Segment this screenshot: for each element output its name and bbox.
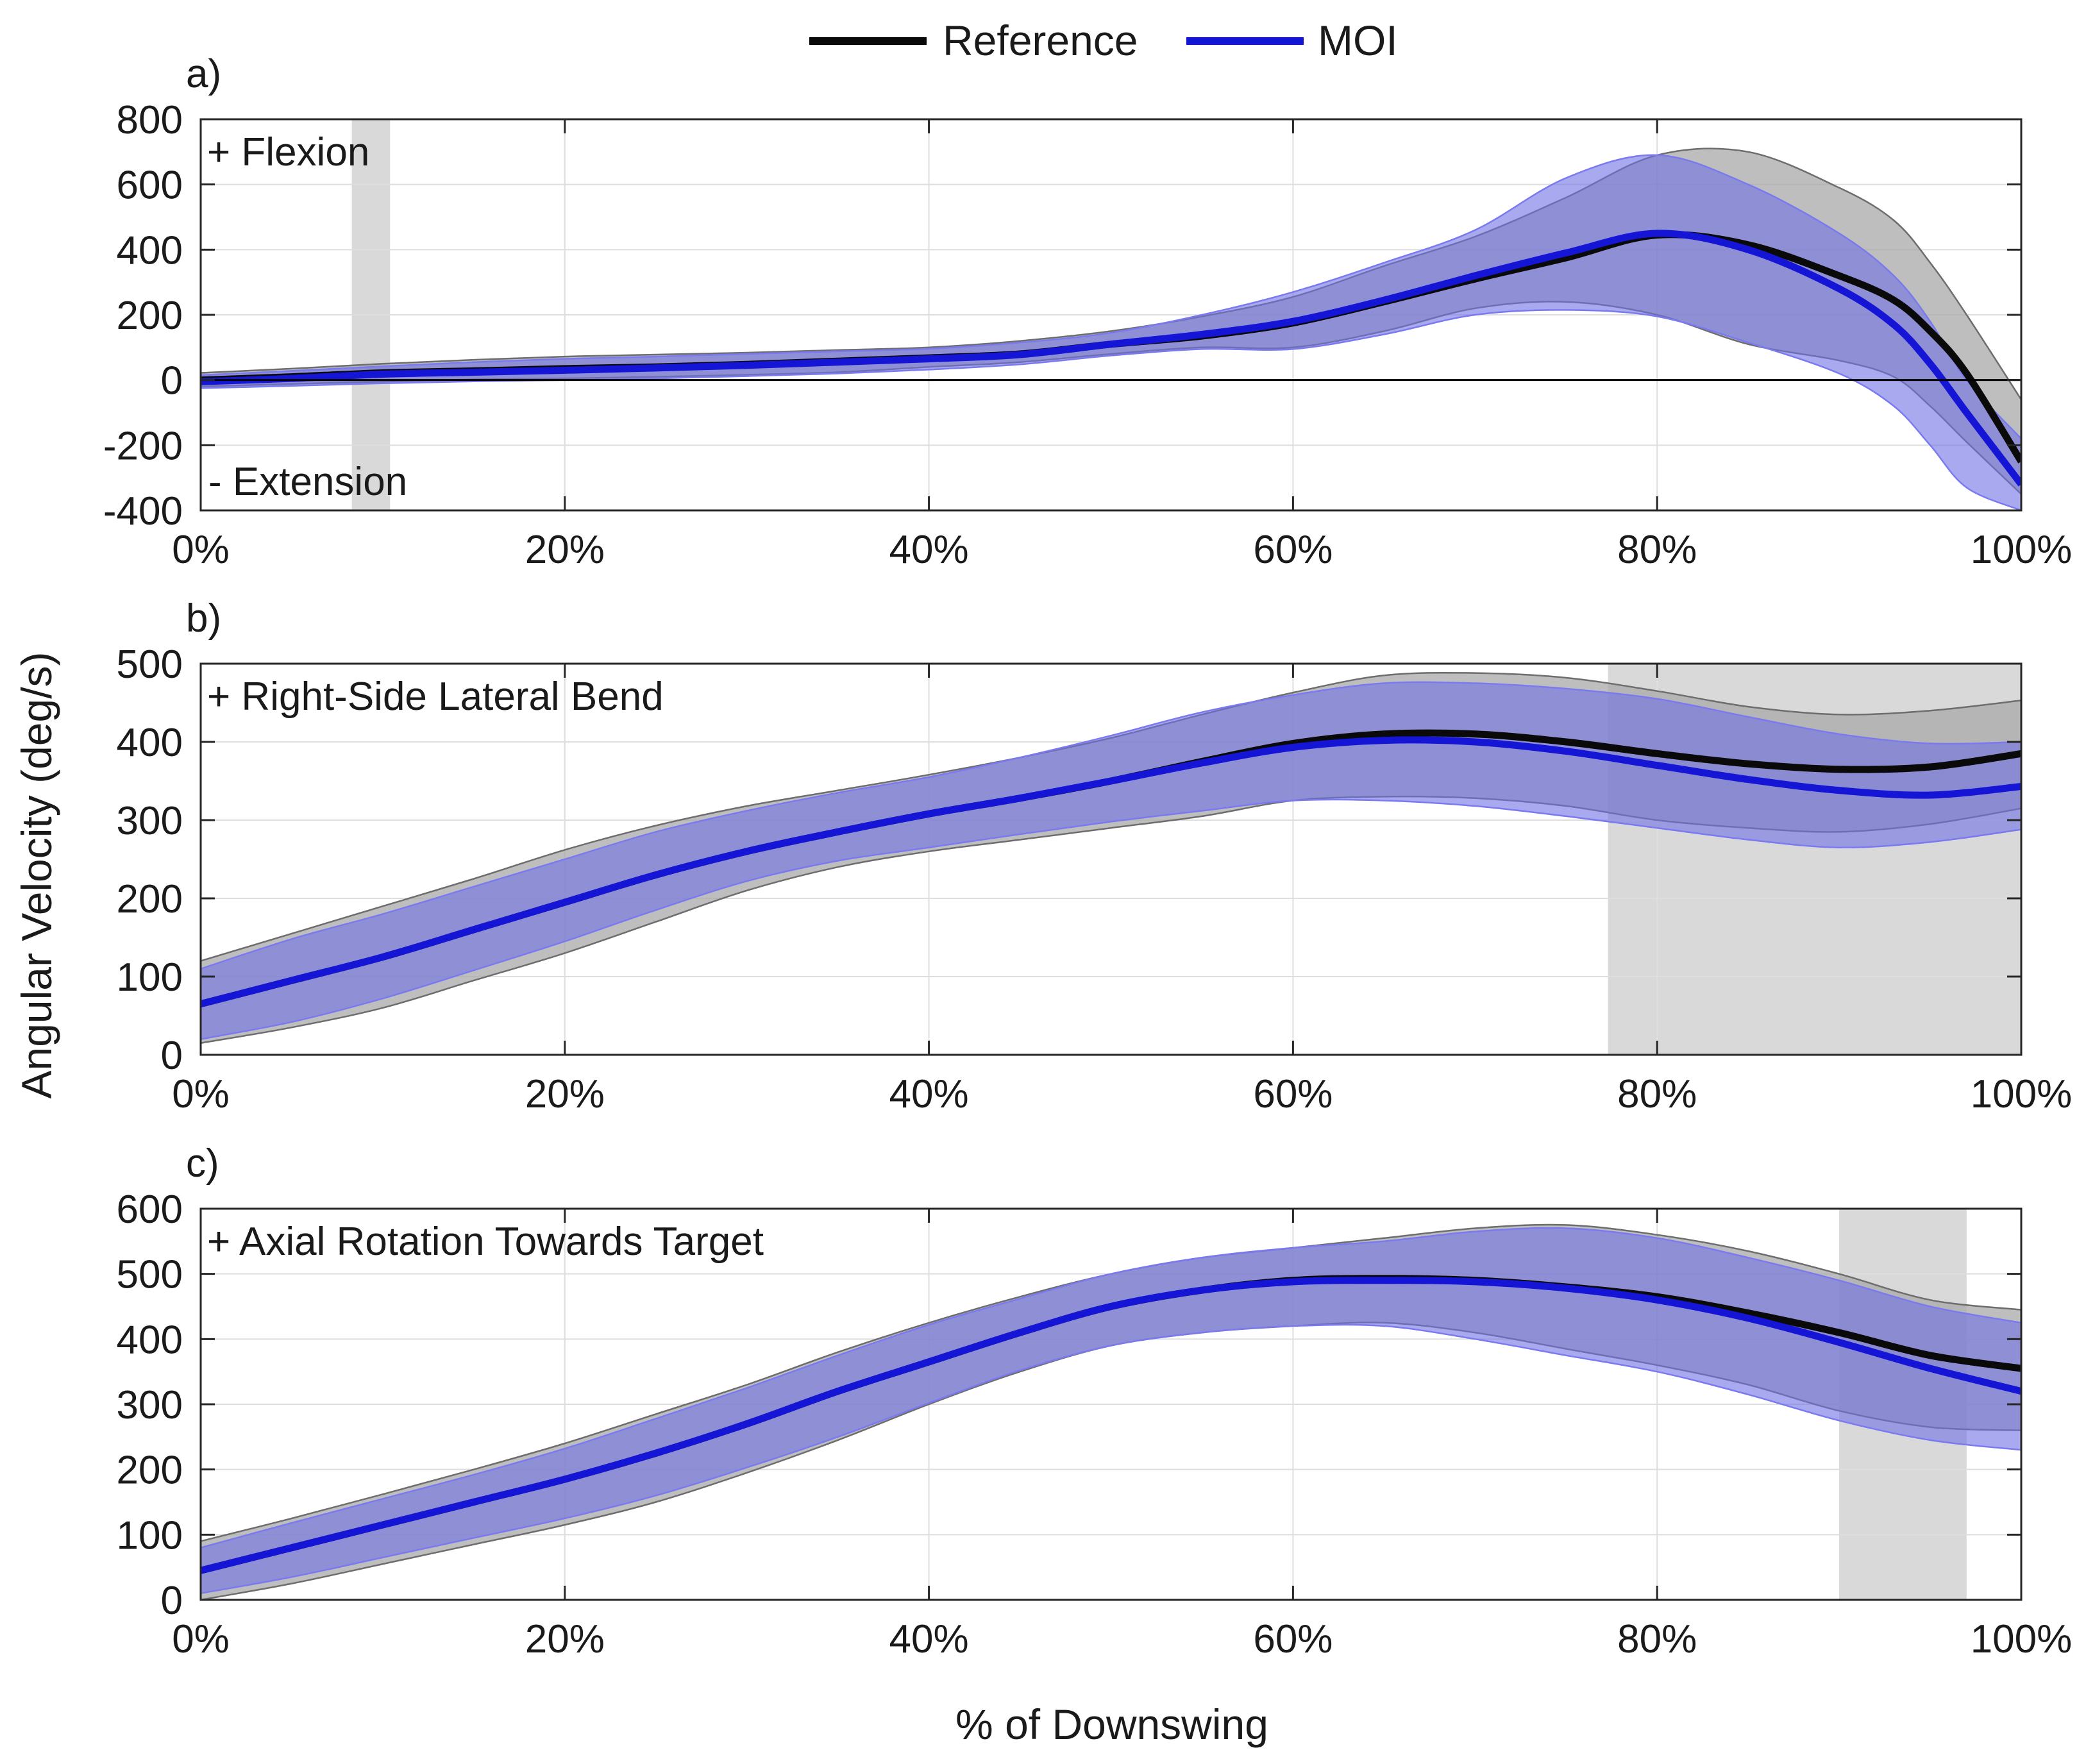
y-tick-label: 400: [117, 721, 183, 765]
y-tick-label: 300: [117, 799, 183, 843]
plot-series: [201, 147, 2021, 510]
moi-sd-band: [201, 1227, 2021, 1595]
x-tick-label: 80%: [1617, 1617, 1697, 1661]
x-tick-label: 0%: [172, 1617, 230, 1661]
x-tick-label: 40%: [889, 1072, 969, 1116]
x-tick-label: 60%: [1253, 1072, 1333, 1116]
moi-mean-line: [201, 1277, 2021, 1574]
x-tick-label: 20%: [525, 528, 605, 572]
x-tick-label: 40%: [889, 528, 969, 572]
y-tick-label: 0: [161, 359, 183, 403]
y-tick-label: 400: [117, 228, 183, 273]
y-tick-label: 100: [117, 1513, 183, 1558]
panel-a: 0% 20% 40% 60% 80% 100% -400 -200 0 200 400 600 800a…: [103, 52, 2072, 572]
y-tick-label: 500: [117, 643, 183, 687]
y-tick-label: 600: [117, 164, 183, 208]
y-tick-label: 600: [117, 1188, 183, 1232]
y-tick-label: 200: [117, 294, 183, 338]
y-tick-label: 200: [117, 1449, 183, 1493]
panel-label: c): [186, 1141, 219, 1186]
x-tick-label: 0%: [172, 1072, 230, 1116]
annotation-positive-direction: + Right-Side Lateral Bend: [207, 675, 664, 719]
legend-reference-label: Reference: [943, 17, 1138, 64]
moi-mean-line: [201, 736, 2021, 1008]
x-tick-label: 100%: [1971, 1617, 2073, 1661]
x-tick-label: 100%: [1971, 528, 2073, 572]
x-tick-label: 80%: [1617, 528, 1697, 572]
legend-moi-label: MOI: [1318, 17, 1398, 64]
y-axis-label: Angular Velocity (deg/s): [13, 651, 60, 1098]
y-tick-label: 400: [117, 1318, 183, 1362]
y-tick-label: 200: [117, 877, 183, 921]
y-tick-label: 0: [161, 1034, 183, 1078]
panel-label: a): [186, 52, 221, 96]
moi-mean-line: [201, 230, 2021, 487]
y-tick-label: 100: [117, 955, 183, 1000]
x-tick-label: 60%: [1253, 1617, 1333, 1661]
x-tick-label: 0%: [172, 528, 230, 572]
plot-frame: [199, 662, 2023, 1056]
panel-label: b): [186, 596, 221, 641]
x-tick-label: 80%: [1617, 1072, 1697, 1116]
annotation-negative-direction: - Extension: [208, 460, 407, 504]
y-tick-label: -400: [103, 489, 183, 533]
x-tick-label: 40%: [889, 1617, 969, 1661]
annotation-positive-direction: + Flexion: [207, 130, 369, 174]
x-tick-label: 20%: [525, 1617, 605, 1661]
x-tick-label: 20%: [525, 1072, 605, 1116]
moi-sd-band: [201, 154, 2021, 510]
legend: Reference MOI: [809, 17, 1398, 64]
y-tick-label: 0: [161, 1579, 183, 1623]
y-tick-label: 300: [117, 1383, 183, 1427]
y-tick-label: -200: [103, 424, 183, 468]
annotation-positive-direction: + Axial Rotation Towards Target: [207, 1220, 764, 1264]
y-tick-label: 800: [117, 98, 183, 142]
x-tick-label: 60%: [1253, 528, 1333, 572]
y-tick-label: 500: [117, 1253, 183, 1297]
x-axis-label: % of Downswing: [955, 1701, 1268, 1748]
x-tick-label: 100%: [1971, 1072, 2073, 1116]
